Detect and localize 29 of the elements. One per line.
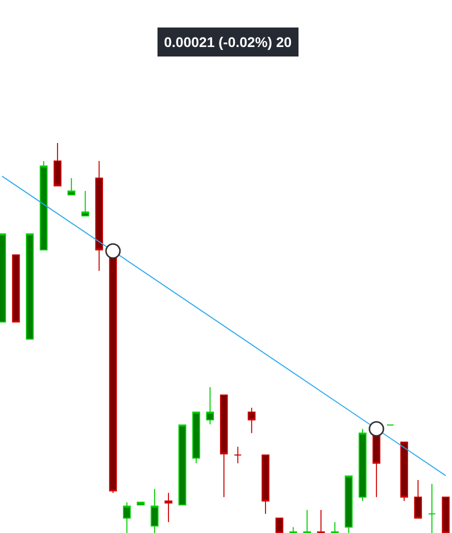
candlestick — [68, 178, 76, 196]
candlestick — [428, 483, 436, 533]
text: 0.00021 (-0.02%) 20 — [164, 34, 292, 50]
candlestick — [150, 488, 158, 533]
candlestick — [344, 476, 353, 533]
candlestick — [248, 407, 256, 434]
candlestick — [317, 509, 325, 533]
candlestick — [442, 496, 450, 533]
candlestick — [164, 492, 172, 523]
candlestick — [220, 394, 228, 498]
candlestick — [303, 509, 312, 533]
candlestick — [358, 428, 366, 502]
candlestick — [95, 160, 104, 272]
candlestick — [40, 160, 48, 250]
candlestick — [234, 446, 242, 464]
candlestick — [206, 386, 214, 425]
candlestick — [372, 432, 380, 498]
candlestick — [136, 502, 145, 506]
candlestick — [275, 518, 284, 533]
candlestick — [192, 412, 200, 464]
candlestick — [26, 233, 34, 340]
candlestick — [178, 424, 186, 506]
candlestick — [400, 442, 408, 502]
candlestick — [12, 254, 20, 323]
candlestick — [54, 142, 62, 186]
candlestick — [122, 502, 131, 533]
candlestick — [414, 479, 422, 519]
candlestick — [81, 190, 90, 216]
candlestick — [262, 454, 270, 514]
